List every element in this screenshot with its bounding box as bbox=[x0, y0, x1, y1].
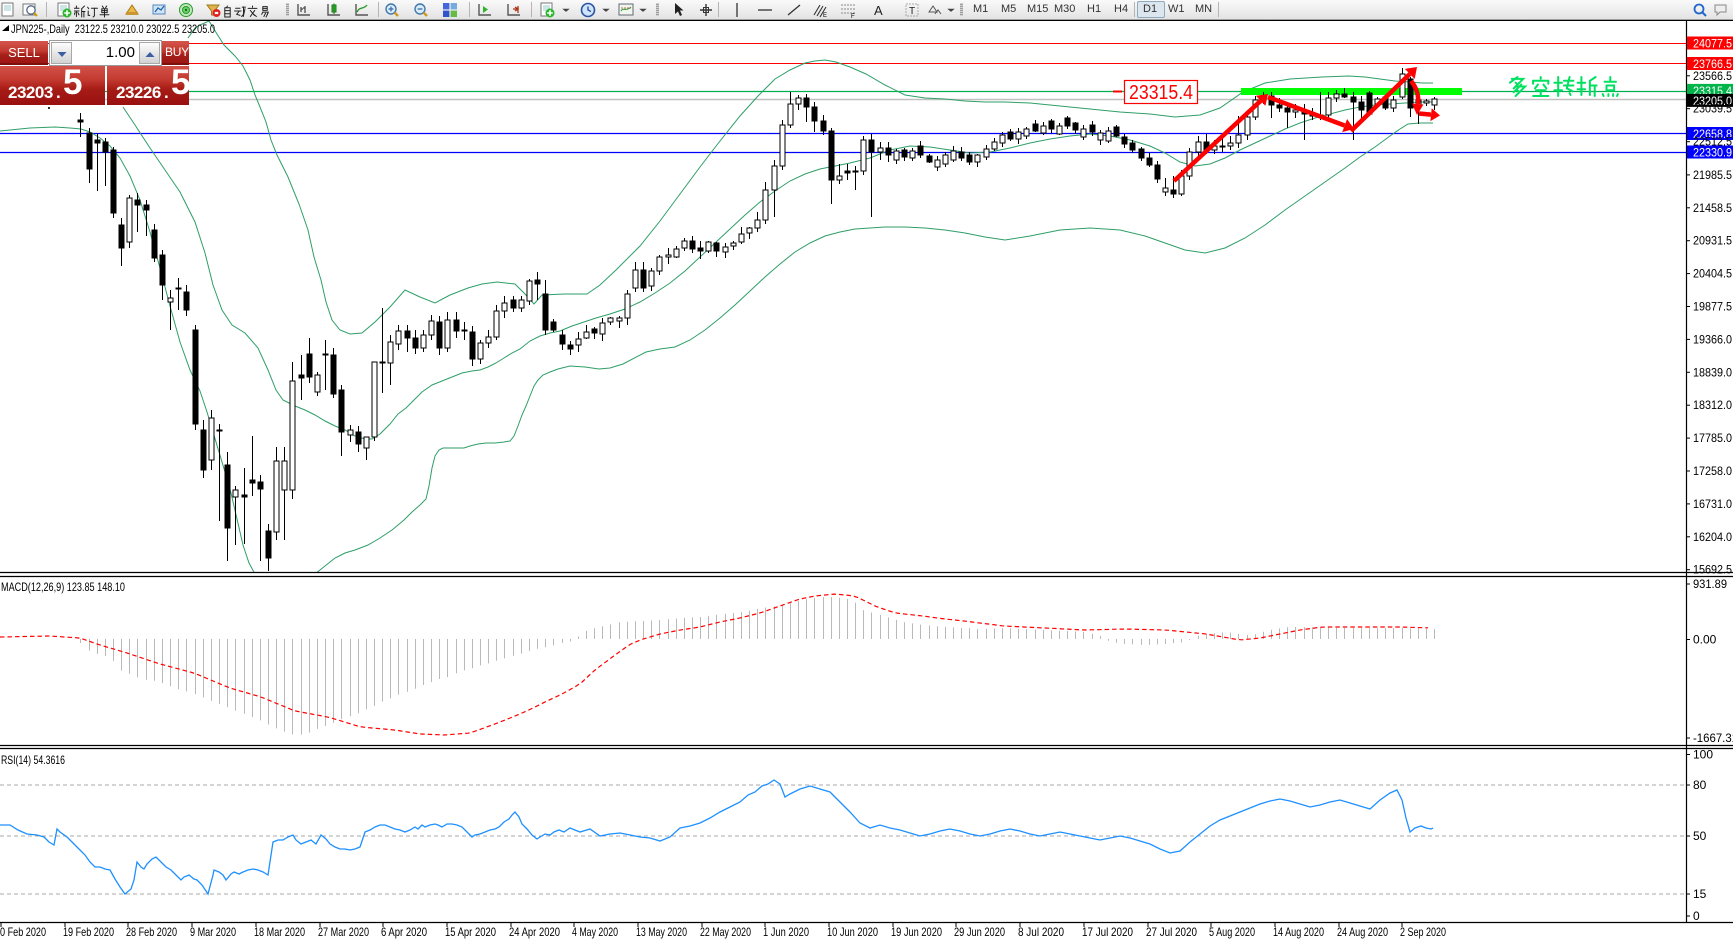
svg-text:23205.0: 23205.0 bbox=[1693, 94, 1732, 108]
svg-text:21985.5: 21985.5 bbox=[1693, 168, 1732, 182]
svg-text:18839.0: 18839.0 bbox=[1693, 365, 1732, 379]
svg-text:JPN225-,Daily 23122.5 23210.0: JPN225-,Daily 23122.5 23210.0 23022.5 23… bbox=[11, 22, 215, 36]
svg-text:23315.4: 23315.4 bbox=[1129, 82, 1193, 104]
svg-text:24 Apr 2020: 24 Apr 2020 bbox=[509, 925, 560, 939]
svg-text:19366.0: 19366.0 bbox=[1693, 332, 1732, 346]
svg-text:16731.0: 16731.0 bbox=[1693, 497, 1732, 511]
svg-text:22658.8: 22658.8 bbox=[1693, 127, 1732, 141]
svg-text:0 Feb 2020: 0 Feb 2020 bbox=[0, 925, 46, 939]
svg-text:27 Mar 2020: 27 Mar 2020 bbox=[318, 925, 369, 939]
svg-text:24 Aug 2020: 24 Aug 2020 bbox=[1337, 925, 1388, 939]
svg-text:23766.5: 23766.5 bbox=[1693, 57, 1732, 71]
svg-text:RSI(14) 54.3616: RSI(14) 54.3616 bbox=[1, 753, 65, 767]
svg-text:80: 80 bbox=[1693, 778, 1707, 792]
svg-text:8 Jul 2020: 8 Jul 2020 bbox=[1018, 925, 1064, 939]
svg-text:17785.0: 17785.0 bbox=[1693, 431, 1732, 445]
svg-text:F: F bbox=[851, 14, 855, 18]
svg-text:100: 100 bbox=[1693, 748, 1713, 762]
svg-text:22330.9: 22330.9 bbox=[1693, 146, 1732, 160]
svg-text:1 Jun 2020: 1 Jun 2020 bbox=[763, 925, 809, 939]
svg-text:19 Jun 2020: 19 Jun 2020 bbox=[891, 925, 942, 939]
svg-text:19877.5: 19877.5 bbox=[1693, 300, 1732, 314]
svg-text:15 Apr 2020: 15 Apr 2020 bbox=[445, 925, 496, 939]
svg-text:T: T bbox=[909, 6, 915, 17]
svg-text:18312.0: 18312.0 bbox=[1693, 398, 1732, 412]
svg-text:2 Sep 2020: 2 Sep 2020 bbox=[1400, 925, 1446, 939]
svg-text:-1667.31: -1667.31 bbox=[1693, 731, 1733, 745]
svg-text:50: 50 bbox=[1693, 829, 1707, 843]
svg-text:29 Jun 2020: 29 Jun 2020 bbox=[954, 925, 1005, 939]
svg-text:931.89: 931.89 bbox=[1693, 577, 1727, 591]
svg-text:28 Feb 2020: 28 Feb 2020 bbox=[126, 925, 177, 939]
svg-text:16204.0: 16204.0 bbox=[1693, 530, 1732, 544]
svg-text:21458.5: 21458.5 bbox=[1693, 201, 1732, 215]
svg-text:9 Mar 2020: 9 Mar 2020 bbox=[190, 925, 236, 939]
svg-text:14 Aug 2020: 14 Aug 2020 bbox=[1273, 925, 1324, 939]
svg-text:6 Apr 2020: 6 Apr 2020 bbox=[381, 925, 427, 939]
svg-text:27 Jul 2020: 27 Jul 2020 bbox=[1146, 925, 1197, 939]
svg-text:A: A bbox=[874, 3, 883, 18]
svg-text:10 Jun 2020: 10 Jun 2020 bbox=[827, 925, 878, 939]
svg-text:17258.0: 17258.0 bbox=[1693, 464, 1732, 478]
svg-text:0.00: 0.00 bbox=[1693, 633, 1717, 647]
svg-text:22 May 2020: 22 May 2020 bbox=[700, 925, 751, 939]
svg-text:22512.5: 22512.5 bbox=[1693, 135, 1732, 149]
svg-text:19 Feb 2020: 19 Feb 2020 bbox=[63, 925, 114, 939]
svg-text:23566.5: 23566.5 bbox=[1693, 69, 1732, 83]
svg-text:18 Mar 2020: 18 Mar 2020 bbox=[254, 925, 305, 939]
svg-text:17 Jul 2020: 17 Jul 2020 bbox=[1082, 925, 1133, 939]
svg-text:20931.5: 20931.5 bbox=[1693, 234, 1732, 248]
svg-text:5 Aug 2020: 5 Aug 2020 bbox=[1209, 925, 1255, 939]
svg-text:4 May 2020: 4 May 2020 bbox=[572, 925, 618, 939]
svg-text:15: 15 bbox=[1693, 887, 1707, 901]
svg-text:24077.5: 24077.5 bbox=[1693, 37, 1732, 51]
svg-text:15692.5: 15692.5 bbox=[1693, 563, 1732, 577]
svg-text:23039.5: 23039.5 bbox=[1693, 102, 1732, 116]
svg-text:20404.5: 20404.5 bbox=[1693, 267, 1732, 281]
svg-text:E: E bbox=[823, 13, 827, 18]
svg-text:13 May 2020: 13 May 2020 bbox=[636, 925, 687, 939]
svg-text:MACD(12,26,9) 123.85 148.10: MACD(12,26,9) 123.85 148.10 bbox=[1, 580, 125, 594]
svg-text:0: 0 bbox=[1693, 909, 1700, 923]
